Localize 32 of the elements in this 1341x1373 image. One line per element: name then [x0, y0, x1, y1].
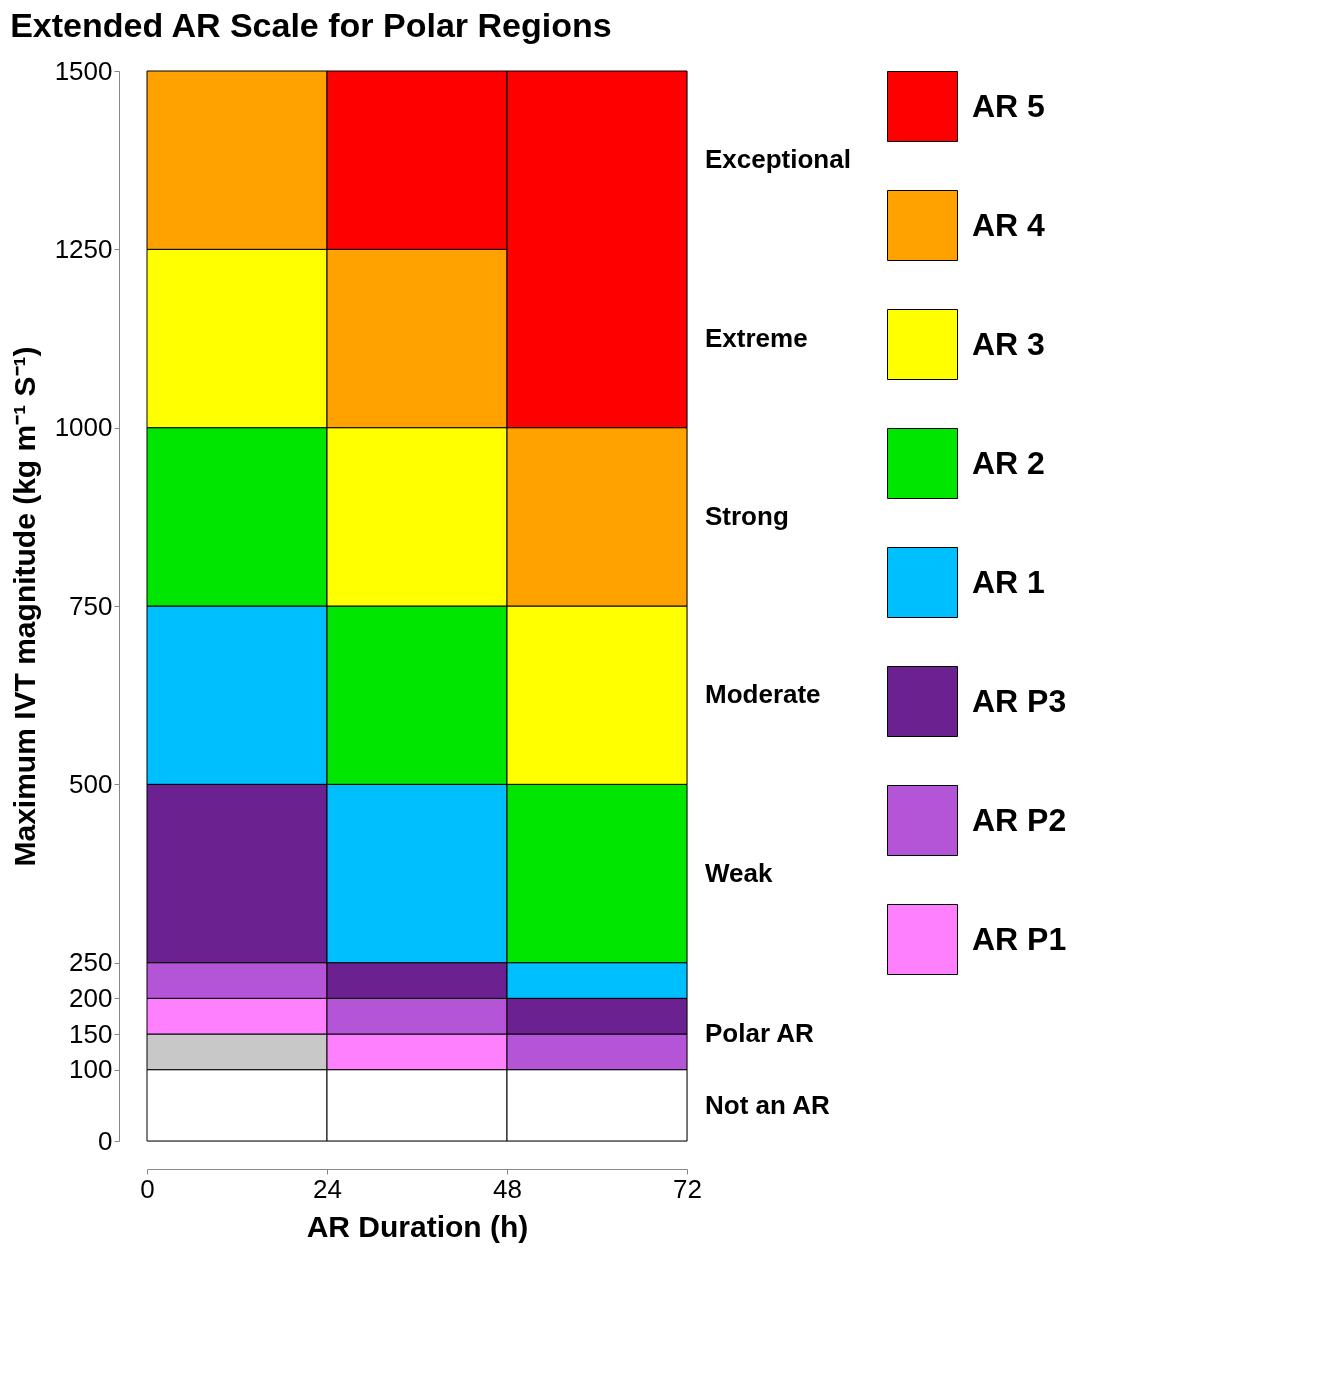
x-tick-label: 24: [313, 1173, 342, 1204]
legend-label: AR P1: [972, 920, 1067, 957]
text: Not an AR: [705, 1089, 830, 1120]
text: Polar AR: [705, 1018, 815, 1048]
legend-label: AR 3: [972, 325, 1045, 362]
y-tick-label: 1500: [54, 55, 113, 86]
legend-label: AR 4: [972, 206, 1046, 243]
x-tick-label: 0: [140, 1173, 155, 1204]
legend-label: AR 5: [972, 87, 1045, 124]
y-axis-title: Maximum IVT magnitude (kg m⁻¹ S⁻¹): [7, 346, 41, 867]
text: Extreme: [705, 322, 808, 353]
text: Exceptional: [705, 143, 851, 174]
y-tick-label: 750: [69, 590, 113, 621]
text: Strong: [705, 501, 789, 532]
y-tick-label: 1250: [54, 233, 113, 264]
y-tick-label: 100: [69, 1054, 113, 1085]
x-axis-title: AR Duration (h): [306, 1209, 529, 1243]
y-tick-label: 500: [69, 768, 113, 799]
y-tick-label: 250: [69, 947, 113, 978]
legend-label: AR 1: [972, 563, 1045, 600]
x-tick-label: 72: [673, 1173, 702, 1204]
y-tick-label: 1000: [54, 412, 113, 443]
x-tick-label: 48: [493, 1173, 522, 1204]
y-tick-label: 0: [98, 1125, 113, 1156]
y-tick-label: 200: [69, 982, 113, 1013]
legend-label: AR P2: [972, 801, 1067, 838]
text: Weak: [705, 857, 773, 888]
text: Moderate: [705, 678, 821, 709]
legend-label: AR P3: [972, 682, 1067, 719]
legend-label: AR 2: [972, 444, 1045, 481]
chart-title: Extended AR Scale for Polar Regions: [10, 6, 612, 44]
y-tick-label: 150: [69, 1018, 113, 1049]
